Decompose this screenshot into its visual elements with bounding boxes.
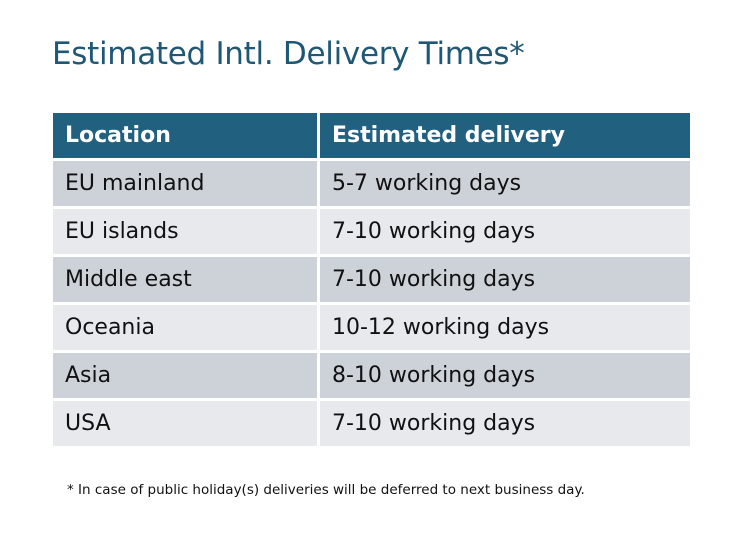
location-cell: EU islands [53,209,317,254]
header-location: Location [53,113,317,158]
header-estimated-delivery: Estimated delivery [320,113,690,158]
delivery-time-cell: 5-7 working days [320,161,690,206]
delivery-table: Location Estimated delivery EU mainland 5… [50,110,693,449]
delivery-time-cell: 7-10 working days [320,401,690,446]
delivery-time-cell: 10-12 working days [320,305,690,350]
delivery-time-cell: 7-10 working days [320,209,690,254]
table-row: USA 7-10 working days [53,401,690,446]
table-row: EU mainland 5-7 working days [53,161,690,206]
location-cell: Middle east [53,257,317,302]
location-cell: USA [53,401,317,446]
location-cell: EU mainland [53,161,317,206]
table-row: Asia 8-10 working days [53,353,690,398]
footnote: * In case of public holiday(s) deliverie… [67,482,585,498]
table-row: Oceania 10-12 working days [53,305,690,350]
delivery-time-cell: 8-10 working days [320,353,690,398]
table-row: Middle east 7-10 working days [53,257,690,302]
location-cell: Oceania [53,305,317,350]
page-title: Estimated Intl. Delivery Times* [52,36,525,72]
table-row: EU islands 7-10 working days [53,209,690,254]
table-header-row: Location Estimated delivery [53,113,690,158]
location-cell: Asia [53,353,317,398]
delivery-time-cell: 7-10 working days [320,257,690,302]
